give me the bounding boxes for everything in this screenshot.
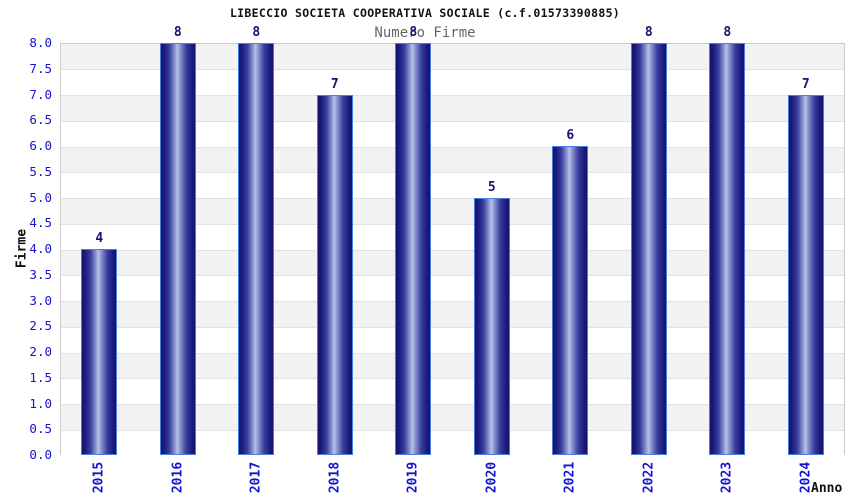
x-tick-label: 2021 (562, 461, 578, 494)
y-tick-label: 7.5 (29, 60, 52, 76)
bar-value-label: 8 (644, 25, 653, 40)
gridline (61, 378, 844, 380)
gridline (61, 146, 844, 148)
bar-value-label: 8 (252, 25, 261, 40)
y-tick-label: 5.0 (29, 189, 52, 205)
x-tick-label: 2016 (170, 461, 186, 494)
y-tick-label: 7.0 (29, 86, 52, 102)
y-tick-label: 5.5 (29, 163, 52, 179)
gridline (61, 275, 844, 277)
chart-title: LIBECCIO SOCIETA COOPERATIVA SOCIALE (c.… (229, 6, 621, 20)
x-tick-label: 2023 (719, 461, 735, 494)
y-tick-label: 2.0 (29, 344, 52, 359)
gridline (61, 223, 844, 225)
y-tick-label: 4.0 (29, 241, 52, 256)
bar-value-label: 7 (801, 76, 810, 92)
x-tick-label: 2024 (798, 461, 814, 494)
y-tick-label: 1.0 (29, 395, 52, 411)
x-axis-label: Anno (811, 481, 843, 496)
y-tick-label: 0.5 (29, 421, 52, 437)
x-tick-label: 2022 (641, 461, 657, 494)
bar-value-label: 8 (723, 25, 732, 40)
x-tick-label: 2017 (248, 461, 264, 494)
bar-2018 (316, 94, 353, 455)
y-tick-label: 8.0 (29, 35, 52, 50)
x-tick-label: 2020 (484, 461, 500, 494)
gridline (61, 120, 844, 122)
bar-2017 (238, 43, 275, 455)
gridline (61, 95, 844, 96)
y-tick-label: 3.0 (29, 292, 52, 308)
y-tick-label: 2.5 (29, 318, 52, 334)
bar-2021 (552, 146, 589, 455)
y-tick-label: 1.5 (29, 369, 52, 385)
bar-value-label: 6 (566, 128, 575, 143)
y-tick-label: 6.0 (29, 138, 52, 153)
bar-2020 (473, 197, 510, 455)
gridline (61, 429, 844, 431)
y-tick-label: 6.5 (29, 112, 52, 128)
bar-2024 (787, 94, 824, 455)
chart-subtitle: Numero Firme (374, 25, 476, 41)
bar-value-label: 7 (330, 76, 339, 92)
bar-2015 (81, 249, 118, 455)
gridline (61, 404, 844, 405)
bar-value-label: 8 (409, 25, 418, 40)
gridline (61, 326, 844, 328)
bar-2019 (395, 43, 432, 455)
bar-2016 (159, 43, 196, 455)
gridline (61, 352, 844, 354)
gridline (61, 249, 844, 251)
x-tick-label: 2015 (91, 461, 107, 494)
gridline (61, 301, 844, 302)
x-tick-label: 2019 (405, 461, 421, 494)
bar-value-label: 8 (173, 25, 182, 40)
y-tick-label: 4.5 (29, 215, 52, 231)
x-tick-label: 2018 (327, 461, 343, 494)
bar-value-label: 5 (487, 179, 496, 195)
gridline (61, 172, 844, 174)
gridline (61, 198, 844, 199)
bar-value-label: 4 (95, 231, 104, 246)
bar-2023 (709, 43, 746, 455)
gridline (61, 69, 844, 71)
bar-2022 (630, 43, 667, 455)
y-tick-label: 0.0 (29, 447, 52, 462)
y-tick-label: 3.5 (29, 266, 52, 282)
